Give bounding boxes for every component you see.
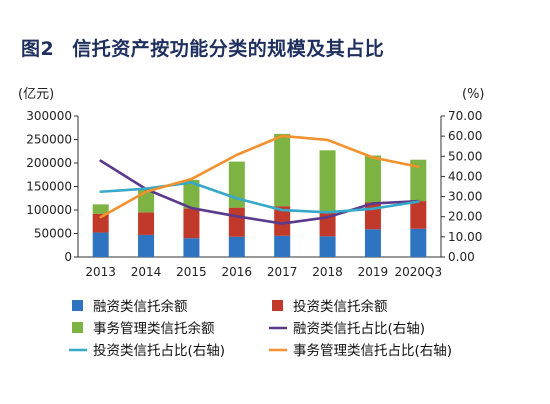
legend-label: 融资类信托占比(右轴)	[293, 321, 425, 337]
legend-label: 事务管理类信托余额	[93, 320, 215, 337]
chart-title: 图2 信托资产按功能分类的规模及其占比	[21, 34, 384, 61]
bar-segment	[183, 208, 200, 239]
figure-label: 图2	[21, 38, 55, 60]
series-line	[99, 181, 420, 214]
title-text: 信托资产按功能分类的规模及其占比	[72, 38, 385, 60]
y-tick-label: 50000	[34, 227, 72, 241]
y-tick-label: 100000	[26, 203, 72, 217]
y2-tick-label: 20.00	[448, 210, 482, 224]
bar-segment	[410, 159, 427, 202]
bar-segment	[138, 234, 155, 257]
x-tick-label: 2016	[222, 265, 253, 279]
bar-segment	[228, 236, 245, 257]
x-tick-label: 2015	[176, 265, 207, 279]
bar-segment	[274, 206, 291, 236]
bar-segment	[274, 133, 291, 207]
legend-swatch	[272, 300, 283, 311]
x-tick-label: 2018	[312, 265, 343, 279]
bar-segment	[364, 229, 381, 257]
bar-segment	[183, 179, 200, 209]
x-tick-label: 2014	[131, 265, 162, 279]
bar-segment	[138, 212, 155, 235]
legend-label: 融资类信托余额	[93, 298, 188, 315]
y2-tick-label: 0.00	[448, 250, 475, 264]
y2-tick-label: 30.00	[448, 190, 482, 204]
y2-tick-label: 50.00	[448, 149, 482, 163]
bar-segment	[92, 232, 109, 257]
bar-segment	[319, 236, 336, 257]
legend-swatch	[72, 300, 83, 311]
y-tick-label: 250000	[26, 133, 72, 147]
bar-segment	[410, 201, 427, 229]
series-line	[99, 134, 420, 219]
chart-bars	[92, 133, 427, 257]
x-tick-label: 2017	[267, 265, 298, 279]
bar-segment	[410, 228, 427, 257]
x-tick-label: 2013	[85, 265, 116, 279]
bar-segment	[319, 150, 336, 212]
y2-tick-label: 40.00	[448, 169, 482, 183]
chart-axes: 0 50000 100000 150000 200000 250000 300000 0.00…	[18, 87, 485, 279]
bar-segment	[92, 204, 109, 214]
legend-label: 投资类信托余额	[293, 298, 388, 315]
bar-segment	[364, 155, 381, 203]
bar-segment	[183, 238, 200, 257]
y-unit-label: (亿元)	[18, 87, 54, 102]
y2-tick-label: 10.00	[448, 230, 482, 244]
y2-tick-label: 60.00	[448, 129, 482, 143]
y2-unit-label: (%)	[462, 87, 485, 102]
legend-label: 事务管理类信托占比(右轴)	[293, 343, 452, 359]
y-tick-label: 300000	[26, 109, 72, 123]
y2-tick-label: 70.00	[448, 109, 482, 123]
bar-segment	[274, 235, 291, 257]
y-tick-label: 0	[64, 250, 72, 264]
series-line	[99, 159, 420, 225]
x-tick-label: 2020Q3	[395, 265, 443, 279]
x-tick-label: 2019	[358, 265, 389, 279]
y-tick-label: 200000	[26, 156, 72, 170]
bar-segment	[92, 213, 109, 233]
legend-label: 投资类信托占比(右轴)	[93, 343, 225, 359]
bar-segment	[228, 207, 245, 237]
chart-lines	[99, 134, 420, 225]
y-tick-label: 150000	[26, 180, 72, 194]
legend-swatch	[72, 322, 83, 333]
